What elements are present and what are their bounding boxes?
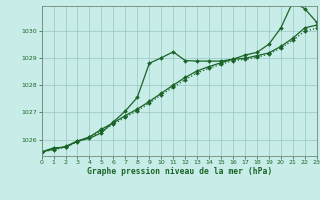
X-axis label: Graphe pression niveau de la mer (hPa): Graphe pression niveau de la mer (hPa) [87,167,272,176]
